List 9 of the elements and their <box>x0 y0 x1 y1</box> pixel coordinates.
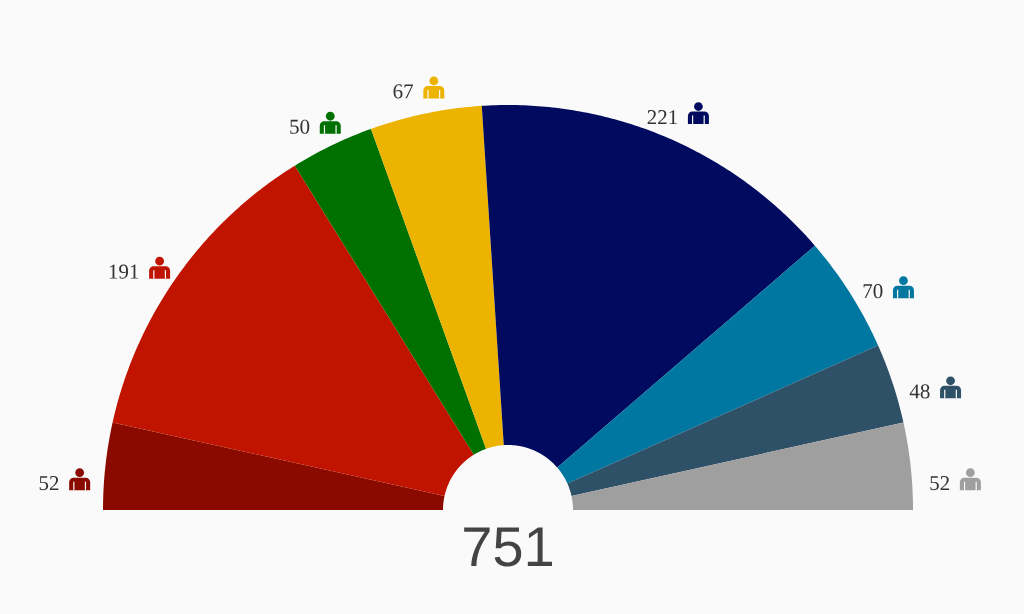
data-label: 191 <box>109 264 139 279</box>
data-label: 70 <box>863 284 883 299</box>
data-label: 67 <box>393 84 414 99</box>
data-label: 221 <box>647 110 677 125</box>
data-label: 52 <box>39 476 59 491</box>
text: 751 <box>464 527 552 567</box>
data-label: 52 <box>930 476 950 491</box>
data-label: 50 <box>290 119 310 134</box>
data-label: 48 <box>909 384 930 399</box>
